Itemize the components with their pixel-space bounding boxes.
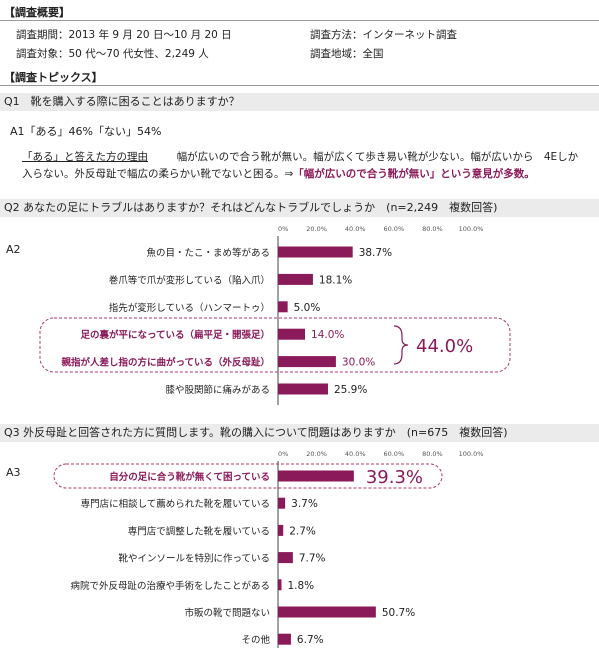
q1-reason-line-2: 入らない。外反母趾で幅広の柔らかい靴でないと困る。⇒「幅が広いので合う靴が無い」… (22, 165, 535, 183)
bar (278, 328, 306, 340)
q2-question-bar: Q2 あなたの足にトラブルはありますか？それはどんなトラブルでしょうか (n=2… (0, 199, 599, 217)
survey-target: 調査対象：50 代〜70 代女性、2,249 人 (16, 48, 209, 60)
category-label: 巻爪等で爪が変形している（陥入爪） (109, 274, 270, 286)
q1-question: Q1 靴を購入する際に困ることはありますか？ (4, 95, 240, 108)
value-label: 3.7% (291, 498, 318, 510)
value-label: 25.9% (334, 384, 367, 396)
value-label: 38.7% (359, 247, 392, 259)
category-label: 専門店で調整した靴を履いている (128, 525, 270, 537)
x-tick-label: 40.0% (345, 225, 366, 233)
category-label: 専門店に相談して薦められた靴を履いている (81, 498, 270, 510)
category-label: 魚の目・たこ・まめ等がある (146, 247, 270, 259)
bar (278, 552, 293, 564)
topics-divider (0, 85, 599, 86)
category-label: 靴やインソールを特別に作っている (118, 553, 270, 565)
value-label: 5.0% (294, 302, 321, 314)
x-tick-label: 60.0% (383, 450, 404, 458)
x-tick-label: 20.0% (306, 225, 327, 233)
category-label: 自分の足に合う靴が無くて困っている (109, 471, 270, 483)
survey-method: 調査方法：インターネット調査 (310, 29, 457, 41)
x-tick-label: 60.0% (383, 225, 404, 233)
bar (278, 633, 291, 645)
category-label: 親指が人差し指の方に曲がっている（外反母趾） (61, 357, 270, 369)
category-label: その他 (241, 634, 270, 646)
value-label: 6.7% (297, 634, 324, 646)
topics-heading: 【調査トピックス】 (4, 71, 103, 84)
q1-question-bar: Q1 靴を購入する際に困ることはありますか？ (0, 93, 599, 111)
survey-period: 調査期間：2013 年 9 月 20 日〜10 月 20 日 (16, 29, 232, 41)
value-label: 39.3% (366, 467, 423, 488)
category-label: 足の裏が平になっている（扁平足・開張足） (80, 329, 270, 341)
q1-reason-label: 「ある」と答えた方の理由 (22, 151, 148, 163)
x-tick-label: 80.0% (422, 225, 443, 233)
x-tick-label: 0% (278, 450, 288, 458)
x-tick-label: 100.0% (459, 450, 484, 458)
value-label: 7.7% (299, 553, 326, 565)
value-label: 50.7% (382, 607, 415, 619)
bar (278, 606, 376, 618)
highlight-group-outline (39, 317, 511, 373)
value-label: 1.8% (287, 580, 314, 592)
x-tick-label: 100.0% (459, 225, 484, 233)
bar (278, 273, 313, 285)
highlight-outline (53, 463, 443, 489)
bar (278, 497, 286, 509)
q3-question-bar: Q3 外反母趾と回答された方に質問します。靴の購入について問題はありますか (n… (0, 424, 599, 442)
x-tick-label: 0% (278, 225, 288, 233)
q1-reason-text-1: 幅が広いので合う靴が無い。幅が広くて歩き易い靴が少ない。幅が広いから 4Eしか (176, 151, 579, 163)
x-tick-label: 20.0% (306, 450, 327, 458)
value-label: 14.0% (311, 329, 344, 341)
q1-answer: A1「ある」46%「ない」54% (10, 125, 162, 138)
q2-answer-label: A2 (6, 243, 21, 256)
q3-chart: 0% 20.0% 40.0% 60.0% 80.0% 100.0% 自分の足に合う靴が無くて… (53, 450, 484, 648)
value-label: 30.0% (342, 357, 375, 369)
group-brace (393, 325, 409, 365)
q3-question: Q3 外反母趾と回答された方に質問します。靴の購入について問題はありますか (n… (4, 426, 508, 439)
bar (278, 356, 336, 368)
bar (278, 383, 328, 395)
value-label: 18.1% (319, 274, 352, 286)
bar (278, 524, 284, 536)
category-label: 市販の靴で問題ない (184, 607, 270, 619)
bar (278, 470, 354, 482)
value-label: 2.7% (289, 525, 316, 537)
x-tick-label: 40.0% (345, 450, 366, 458)
bar (278, 301, 288, 313)
q3-answer-label: A3 (6, 466, 21, 479)
x-tick-label: 80.0% (422, 450, 443, 458)
bar (278, 579, 282, 591)
group-total-label: 44.0% (416, 336, 473, 357)
q2-question: Q2 あなたの足にトラブルはありますか？それはどんなトラブルでしょうか (n=2… (4, 201, 498, 214)
survey-region: 調査地域：全国 (310, 48, 384, 60)
q1-reason-highlight: 「幅が広いので合う靴が無い」 (293, 168, 441, 180)
q1-reason-tail: という意見が多数。 (440, 168, 535, 180)
q2-chart: 0% 20.0% 40.0% 60.0% 80.0% 100.0% 魚の目・たこ・まめ等があ… (39, 225, 511, 405)
overview-heading: 【調査概要】 (4, 6, 70, 19)
q1-reason-line-1: 「ある」と答えた方の理由 幅が広いので合う靴が無い。幅が広くて歩き易い靴が少ない… (22, 148, 578, 166)
category-label: 膝や股関節に痛みがある (165, 384, 270, 396)
bar (278, 246, 353, 258)
category-label: 病院で外反母趾の治療や手術をしたことがある (70, 580, 270, 592)
overview-divider (0, 20, 599, 21)
category-label: 指先が変形している（ハンマートゥ） (109, 302, 270, 314)
q1-reason-text-2: 入らない。外反母趾で幅広の柔らかい靴でないと困る。⇒ (22, 168, 294, 180)
